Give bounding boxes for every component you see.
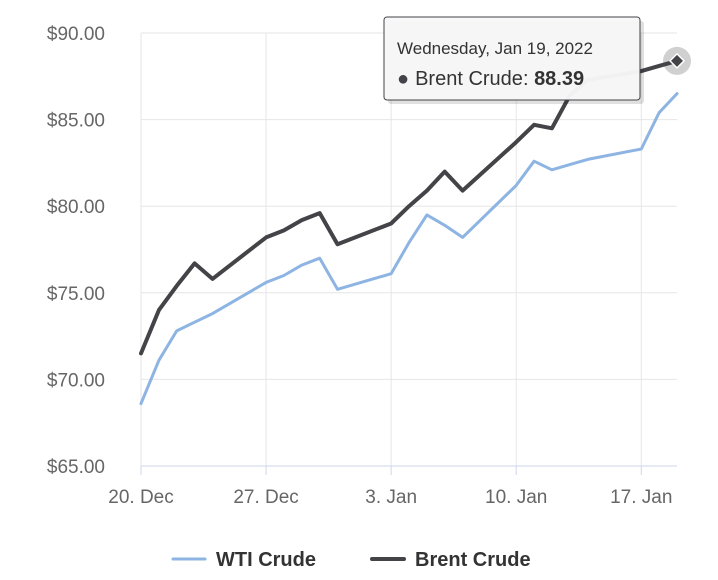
x-tick-label: 20. Dec [108, 487, 173, 508]
data-point-marker[interactable] [668, 52, 686, 69]
tooltip-series-name: Brent Crude [415, 68, 523, 90]
legend-item-brent-crude[interactable]: Brent Crude [370, 549, 531, 571]
y-tick-label: $70.00 [47, 370, 105, 391]
tooltip-colon: : [523, 68, 534, 90]
legend: WTI Crude Brent Crude [171, 549, 531, 571]
legend-label: Brent Crude [415, 549, 531, 571]
y-tick-label: $75.00 [47, 284, 105, 305]
y-tick-label: $65.00 [47, 457, 105, 478]
tooltip-box [383, 16, 641, 101]
hover-marker[interactable] [663, 46, 691, 75]
tooltip-bullet: ● [397, 68, 409, 90]
tooltip-date: Wednesday, Jan 19, 2022 [397, 39, 593, 58]
series-line-wti-crude[interactable] [139, 92, 679, 406]
x-axis: 20. Dec 27. Dec 3. Jan 10. Jan 17. Jan [108, 465, 677, 508]
legend-label: WTI Crude [216, 549, 316, 571]
tooltip: Wednesday, Jan 19, 2022 ● Brent Crude: 88.… [383, 16, 644, 104]
series-lines [139, 58, 679, 406]
tooltip-series-line: ● Brent Crude: 88.39 [397, 68, 584, 90]
x-tick-label: 10. Jan [485, 487, 547, 508]
x-tick-label: 17. Jan [610, 487, 672, 508]
y-tick-label: $80.00 [47, 197, 105, 218]
y-tick-label: $90.00 [47, 24, 105, 45]
tooltip-value: 88.39 [534, 68, 584, 90]
y-axis-labels: $65.00 $70.00 $75.00 $80.00 $85.00 $90.00 [47, 24, 105, 478]
y-tick-label: $85.00 [47, 111, 105, 132]
x-tick-label: 3. Jan [365, 487, 417, 508]
x-tick-label: 27. Dec [233, 487, 298, 508]
legend-item-wti-crude[interactable]: WTI Crude [171, 549, 316, 571]
